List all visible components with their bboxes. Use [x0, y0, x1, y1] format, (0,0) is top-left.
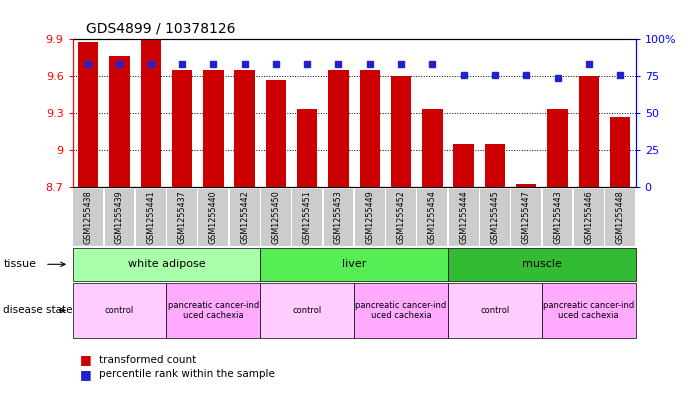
- Text: GSM1255454: GSM1255454: [428, 190, 437, 244]
- Bar: [422, 109, 442, 187]
- Text: GSM1255448: GSM1255448: [616, 190, 625, 244]
- Text: GSM1255440: GSM1255440: [209, 190, 218, 244]
- Text: control: control: [292, 306, 322, 315]
- Bar: [266, 80, 286, 187]
- Bar: [140, 39, 161, 187]
- Bar: [485, 144, 505, 187]
- Text: GSM1255444: GSM1255444: [459, 190, 468, 244]
- Text: GSM1255442: GSM1255442: [240, 190, 249, 244]
- Bar: [203, 70, 223, 187]
- Text: pancreatic cancer-ind
uced cachexia: pancreatic cancer-ind uced cachexia: [168, 301, 259, 320]
- Bar: [516, 184, 536, 187]
- Text: pancreatic cancer-ind
uced cachexia: pancreatic cancer-ind uced cachexia: [543, 301, 634, 320]
- Text: transformed count: transformed count: [99, 354, 196, 365]
- Text: GSM1255452: GSM1255452: [397, 190, 406, 244]
- Text: GSM1255447: GSM1255447: [522, 190, 531, 244]
- Text: GSM1255446: GSM1255446: [585, 190, 594, 244]
- Text: control: control: [480, 306, 509, 315]
- Bar: [234, 70, 255, 187]
- Text: tissue: tissue: [3, 259, 37, 269]
- Text: GSM1255453: GSM1255453: [334, 190, 343, 244]
- Text: muscle: muscle: [522, 259, 562, 269]
- Bar: [391, 76, 411, 187]
- Bar: [578, 76, 599, 187]
- Text: GSM1255439: GSM1255439: [115, 190, 124, 244]
- Text: ■: ■: [79, 367, 91, 381]
- Bar: [547, 109, 568, 187]
- Bar: [78, 42, 98, 187]
- Text: GSM1255451: GSM1255451: [303, 190, 312, 244]
- Text: GSM1255437: GSM1255437: [178, 190, 187, 244]
- Text: white adipose: white adipose: [128, 259, 205, 269]
- Text: ■: ■: [79, 353, 91, 366]
- Bar: [610, 117, 630, 187]
- Text: pancreatic cancer-ind
uced cachexia: pancreatic cancer-ind uced cachexia: [355, 301, 446, 320]
- Text: GSM1255443: GSM1255443: [553, 190, 562, 244]
- Bar: [172, 70, 192, 187]
- Text: GSM1255441: GSM1255441: [146, 190, 155, 244]
- Bar: [109, 57, 130, 187]
- Text: GSM1255445: GSM1255445: [491, 190, 500, 244]
- Bar: [297, 109, 317, 187]
- Bar: [359, 70, 380, 187]
- Text: disease state: disease state: [3, 305, 73, 316]
- Text: GDS4899 / 10378126: GDS4899 / 10378126: [86, 22, 236, 36]
- Text: control: control: [105, 306, 134, 315]
- Bar: [328, 70, 349, 187]
- Bar: [453, 144, 474, 187]
- Text: percentile rank within the sample: percentile rank within the sample: [99, 369, 275, 379]
- Text: GSM1255449: GSM1255449: [366, 190, 375, 244]
- Text: GSM1255438: GSM1255438: [84, 190, 93, 244]
- Text: liver: liver: [342, 259, 366, 269]
- Text: GSM1255450: GSM1255450: [272, 190, 281, 244]
